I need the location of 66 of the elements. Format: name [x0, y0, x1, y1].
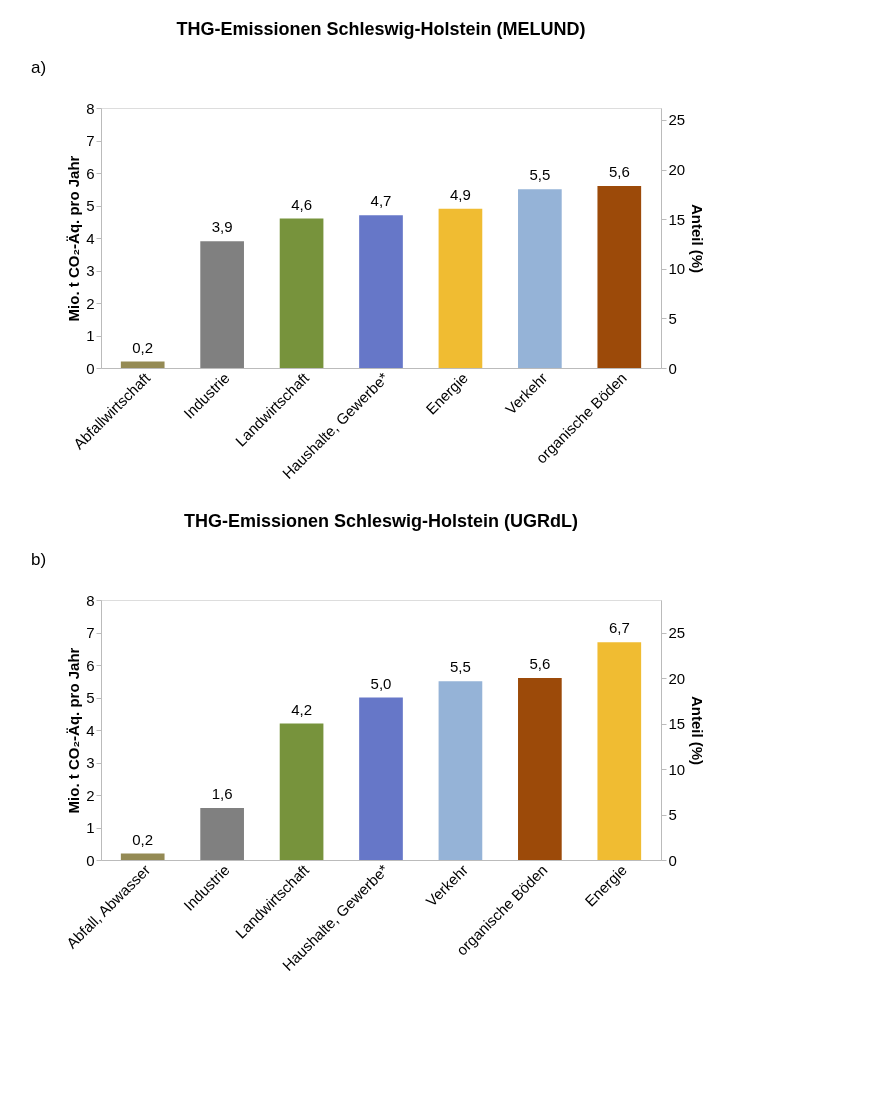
- y-tick-label: 5: [86, 197, 95, 214]
- bar: [438, 208, 483, 368]
- bar: [518, 678, 562, 860]
- y-tick-label: 1: [86, 327, 95, 344]
- y-axis-title: Mio. t CO₂-Äq. pro Jahr: [65, 155, 83, 322]
- y2-tick-label: 20: [668, 161, 686, 179]
- data-label: 5,6: [529, 655, 551, 672]
- bar: [200, 241, 244, 368]
- y-axis-title: Mio. t CO₂-Äq. pro Jahr: [65, 647, 83, 814]
- bar: [359, 697, 403, 860]
- y2-axis-title: Anteil (%): [689, 203, 707, 274]
- bar: [438, 681, 483, 860]
- data-label: 4,6: [291, 195, 312, 213]
- y-tick-label: 0: [86, 359, 95, 377]
- bar: [120, 361, 165, 368]
- data-label: 4,7: [370, 192, 392, 210]
- y-tick-label: 7: [86, 624, 95, 641]
- y2-tick-label: 25: [668, 111, 686, 129]
- y2-tick-label: 15: [668, 210, 686, 228]
- y-tick-label: 4: [86, 229, 95, 247]
- y2-tick-label: 25: [668, 624, 686, 642]
- chart-title: THG-Emissionen Schleswig-Holstein (UGRdL): [183, 511, 579, 531]
- data-label: 5,5: [450, 658, 471, 676]
- data-label: 4,9: [450, 185, 471, 203]
- bar: [597, 186, 642, 368]
- y-tick-label: 6: [86, 656, 95, 674]
- y2-axis-title: Anteil (%): [689, 695, 707, 766]
- bar: [279, 218, 324, 368]
- bar: [200, 808, 244, 860]
- data-label: 5,6: [608, 163, 630, 180]
- y2-tick-label: 20: [668, 669, 686, 687]
- y2-tick-label: 0: [668, 851, 677, 869]
- y2-tick-label: 5: [668, 309, 677, 327]
- bar: [120, 853, 165, 860]
- y-tick-label: 6: [86, 164, 95, 182]
- bar: [597, 642, 642, 860]
- text: b): [31, 550, 47, 569]
- bar: [279, 723, 324, 860]
- data-label: 4,2: [291, 700, 312, 718]
- y2-tick-label: 15: [668, 715, 686, 733]
- data-label: 0,2: [132, 830, 154, 848]
- y2-tick-label: 0: [668, 359, 677, 377]
- bar: [518, 189, 562, 368]
- data-label: 5,5: [529, 166, 551, 184]
- y-tick-label: 8: [86, 591, 95, 609]
- y2-tick-label: 10: [668, 260, 686, 278]
- y-tick-label: 3: [86, 262, 95, 279]
- y-tick-label: 5: [86, 689, 95, 706]
- y-tick-label: 0: [86, 851, 95, 869]
- y-tick-label: 2: [86, 786, 95, 804]
- data-label: 1,6: [211, 785, 233, 802]
- data-label: 6,7: [608, 619, 630, 637]
- data-label: 3,9: [211, 218, 233, 236]
- y-tick-label: 4: [86, 721, 95, 739]
- y2-tick-label: 10: [668, 760, 686, 778]
- data-label: 0,2: [132, 338, 154, 356]
- y-tick-label: 2: [86, 294, 95, 312]
- bar: [359, 215, 403, 368]
- y-tick-label: 3: [86, 754, 95, 771]
- data-label: 5,0: [370, 674, 392, 692]
- y-tick-label: 1: [86, 819, 95, 836]
- text: a): [31, 58, 47, 77]
- y2-tick-label: 5: [668, 806, 677, 824]
- chart-title: THG-Emissionen Schleswig-Holstein (MELUND): [176, 19, 586, 39]
- y-tick-label: 8: [86, 99, 95, 117]
- y-tick-label: 7: [86, 132, 95, 149]
